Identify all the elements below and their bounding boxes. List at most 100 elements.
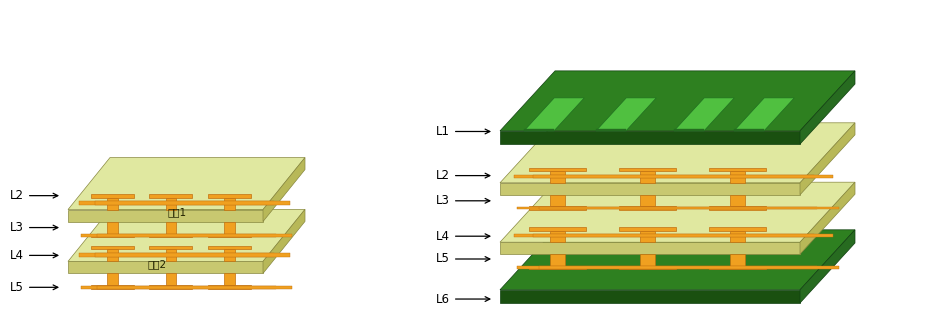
Polygon shape [107, 197, 118, 210]
Text: 芯板1: 芯板1 [167, 207, 186, 218]
Polygon shape [91, 194, 134, 197]
Polygon shape [107, 221, 118, 234]
Polygon shape [97, 286, 293, 289]
Polygon shape [208, 194, 251, 197]
Polygon shape [529, 227, 586, 231]
Polygon shape [524, 98, 584, 131]
Polygon shape [500, 182, 855, 242]
Polygon shape [97, 234, 293, 237]
Polygon shape [165, 273, 177, 285]
Polygon shape [529, 168, 586, 171]
Polygon shape [551, 231, 565, 242]
Polygon shape [539, 207, 839, 209]
Polygon shape [500, 242, 800, 254]
Polygon shape [107, 273, 118, 285]
Polygon shape [224, 249, 235, 262]
Polygon shape [68, 262, 263, 273]
Polygon shape [734, 98, 794, 131]
Polygon shape [539, 266, 839, 269]
Polygon shape [524, 128, 554, 131]
Polygon shape [640, 195, 654, 206]
Polygon shape [709, 206, 766, 210]
Polygon shape [596, 128, 626, 131]
Polygon shape [533, 175, 833, 178]
Polygon shape [224, 197, 235, 210]
Text: L4: L4 [10, 249, 58, 262]
Polygon shape [165, 197, 177, 210]
Polygon shape [551, 254, 565, 266]
Polygon shape [500, 71, 855, 131]
Polygon shape [150, 194, 193, 197]
Polygon shape [734, 128, 764, 131]
Polygon shape [208, 246, 251, 249]
Polygon shape [730, 254, 744, 266]
Polygon shape [79, 202, 274, 205]
Polygon shape [150, 246, 193, 249]
Polygon shape [91, 285, 134, 289]
Polygon shape [640, 171, 654, 183]
Polygon shape [80, 286, 276, 289]
Text: 芯板2: 芯板2 [148, 259, 166, 269]
Polygon shape [709, 227, 766, 231]
Polygon shape [165, 221, 177, 234]
Polygon shape [640, 254, 654, 266]
Text: L2: L2 [10, 189, 58, 202]
Polygon shape [596, 98, 656, 131]
Polygon shape [224, 273, 235, 285]
Polygon shape [150, 285, 193, 289]
Polygon shape [500, 230, 855, 290]
Polygon shape [500, 183, 800, 195]
Polygon shape [263, 209, 305, 273]
Text: L6: L6 [436, 293, 490, 305]
Polygon shape [551, 195, 565, 206]
Polygon shape [730, 231, 744, 242]
Polygon shape [800, 230, 855, 303]
Polygon shape [709, 168, 766, 171]
Polygon shape [91, 246, 134, 249]
Polygon shape [79, 253, 274, 257]
Text: L1: L1 [436, 125, 490, 138]
Text: L3: L3 [436, 194, 490, 207]
Text: L4: L4 [436, 230, 490, 243]
Text: L5: L5 [10, 281, 58, 294]
Polygon shape [619, 168, 676, 171]
Polygon shape [529, 266, 586, 269]
Polygon shape [800, 123, 855, 195]
Text: L3: L3 [10, 221, 58, 234]
Polygon shape [95, 253, 290, 257]
Polygon shape [513, 234, 813, 237]
Polygon shape [500, 131, 800, 144]
Polygon shape [800, 182, 855, 254]
Polygon shape [730, 195, 744, 206]
Polygon shape [619, 206, 676, 210]
Polygon shape [68, 158, 305, 210]
Polygon shape [529, 206, 586, 210]
Polygon shape [500, 290, 800, 303]
Polygon shape [165, 249, 177, 262]
Polygon shape [640, 231, 654, 242]
Polygon shape [709, 266, 766, 269]
Polygon shape [619, 266, 676, 269]
Polygon shape [516, 207, 816, 209]
Polygon shape [730, 171, 744, 183]
Polygon shape [68, 210, 263, 221]
Polygon shape [107, 249, 118, 262]
Polygon shape [513, 175, 813, 178]
Polygon shape [224, 221, 235, 234]
Polygon shape [263, 158, 305, 221]
Polygon shape [91, 234, 134, 237]
Text: L2: L2 [436, 169, 490, 182]
Polygon shape [150, 234, 193, 237]
Polygon shape [674, 128, 704, 131]
Polygon shape [80, 234, 276, 237]
Text: L5: L5 [436, 253, 490, 266]
Polygon shape [619, 227, 676, 231]
Polygon shape [95, 202, 290, 205]
Polygon shape [516, 266, 816, 269]
Polygon shape [500, 123, 855, 183]
Polygon shape [68, 209, 305, 262]
Polygon shape [551, 171, 565, 183]
Polygon shape [800, 71, 855, 144]
Polygon shape [208, 234, 251, 237]
Polygon shape [208, 285, 251, 289]
